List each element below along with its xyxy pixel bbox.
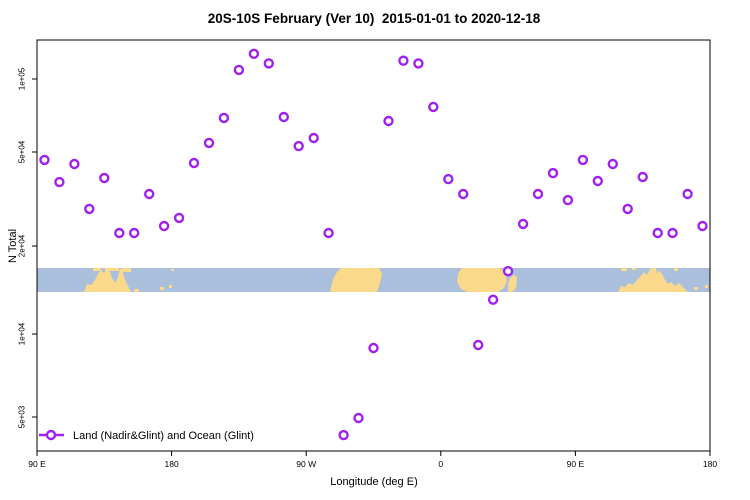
land-shape <box>621 268 627 271</box>
x-tick-label: 90 W <box>296 459 317 469</box>
x-axis-label: Longitude (deg E) <box>330 476 418 488</box>
land-shape <box>674 268 678 271</box>
map-band-layer <box>37 268 710 292</box>
data-point <box>323 227 334 239</box>
x-tick-label: 180 <box>164 459 179 469</box>
plot-frame <box>36 39 711 452</box>
data-point <box>487 294 499 305</box>
data-point <box>128 227 140 239</box>
data-point <box>278 111 289 123</box>
data-points-layer <box>39 48 708 441</box>
land-shape <box>694 287 698 290</box>
data-point <box>592 175 603 187</box>
land-shape <box>618 268 688 292</box>
legend-marker <box>39 429 64 441</box>
land-shape <box>122 268 131 272</box>
data-point <box>622 203 633 215</box>
data-point <box>84 203 95 215</box>
land-shape <box>705 285 708 288</box>
data-point <box>667 227 678 239</box>
legend-marker-icon <box>45 429 57 441</box>
land-shape <box>330 268 382 292</box>
data-point <box>517 218 529 230</box>
data-point <box>173 212 185 224</box>
land-shape <box>169 285 172 288</box>
data-point <box>368 342 379 354</box>
data-point <box>158 220 170 232</box>
land-shape <box>134 289 139 292</box>
data-point <box>188 157 200 169</box>
data-point <box>443 173 454 185</box>
land-shape <box>632 268 636 270</box>
data-point <box>353 412 364 424</box>
data-point <box>428 101 439 113</box>
data-point <box>338 429 349 441</box>
data-point <box>383 115 394 127</box>
data-point <box>39 154 50 166</box>
y-tick-label: 1e+05 <box>17 67 27 91</box>
data-point <box>54 176 65 188</box>
legend-label: Land (Nadir&Glint) and Ocean (Glint) <box>73 430 254 442</box>
land-shape <box>457 268 507 292</box>
data-point <box>607 158 618 170</box>
data-point <box>473 339 484 351</box>
data-point <box>233 64 245 76</box>
plot-frame-layer <box>36 39 711 452</box>
data-point <box>218 112 230 124</box>
data-point <box>99 172 110 184</box>
data-point <box>637 171 648 183</box>
land-shape <box>84 269 131 292</box>
data-point <box>502 266 514 277</box>
data-point <box>682 188 693 200</box>
x-tick-label: 0 <box>438 459 444 469</box>
data-point <box>263 58 274 69</box>
y-tick-label: 2e+04 <box>17 234 27 258</box>
data-point <box>114 227 125 239</box>
chart-title: 20S-10S February (Ver 10) 2015-01-01 to … <box>207 11 541 26</box>
x-tick-label: 90 E <box>28 459 46 469</box>
land-shape <box>105 268 119 271</box>
data-point <box>532 188 544 200</box>
land-shape <box>508 275 517 292</box>
x-tick-label: 180 <box>702 459 718 469</box>
data-point <box>203 137 215 149</box>
tick-marks-layer <box>32 78 711 456</box>
data-point <box>562 194 574 206</box>
land-shape <box>93 268 101 271</box>
data-point <box>398 55 409 66</box>
data-point <box>652 227 663 239</box>
data-point <box>308 132 319 144</box>
data-point <box>697 220 708 232</box>
land-shape <box>171 269 174 271</box>
y-tick-label: 1e+04 <box>17 322 27 346</box>
land-shape <box>160 287 164 290</box>
data-point <box>577 154 589 166</box>
data-point <box>143 188 155 200</box>
data-point <box>458 188 469 200</box>
data-point <box>547 167 559 179</box>
data-point <box>69 158 80 170</box>
y-tick-label: 5e+03 <box>17 405 27 429</box>
data-point <box>293 140 304 152</box>
x-tick-label: 90 E <box>566 459 585 469</box>
y-tick-label: 5e+04 <box>17 140 27 164</box>
data-point <box>413 58 424 69</box>
data-point <box>248 48 260 59</box>
